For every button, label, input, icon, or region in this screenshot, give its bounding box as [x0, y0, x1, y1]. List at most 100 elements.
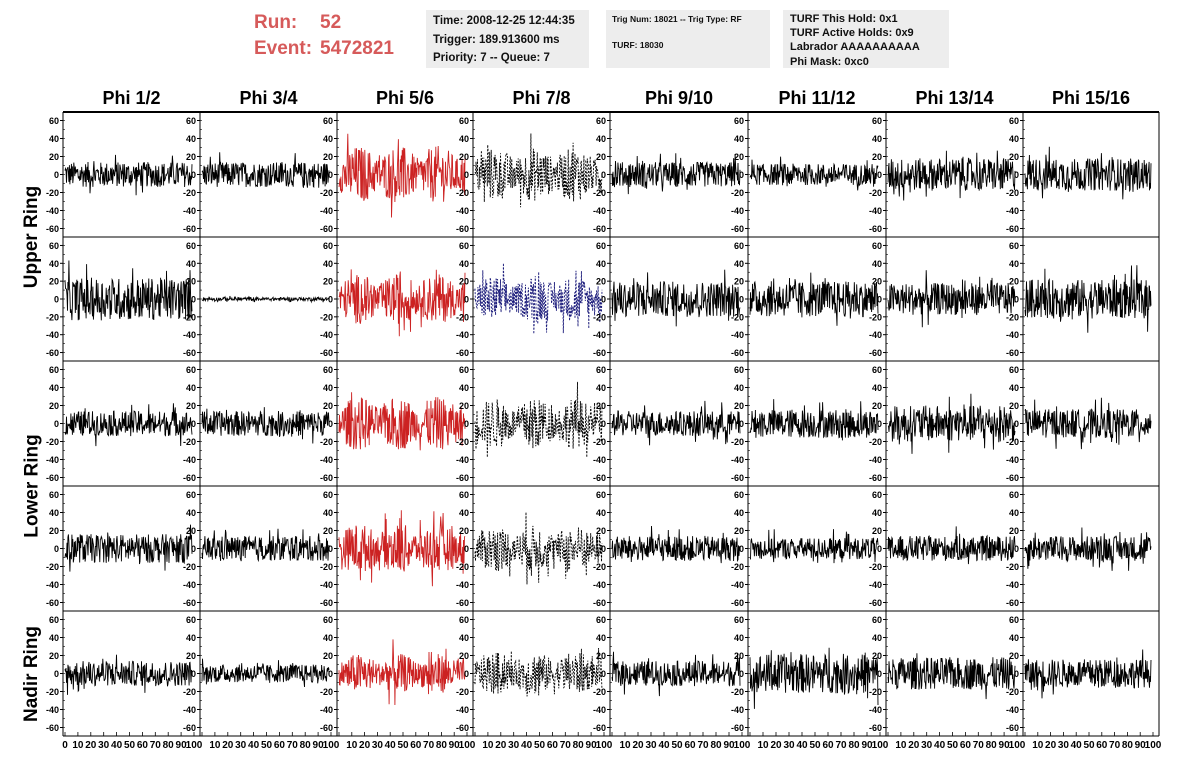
y-tick-label: 0: [191, 295, 196, 305]
waveform-trace: [1024, 265, 1152, 333]
y-tick-label: 0: [877, 295, 882, 305]
y-tick-label: -20: [183, 312, 196, 322]
waveform-trace: [64, 654, 193, 695]
y-tick-label: -60: [731, 473, 744, 483]
y-tick-label: -20: [320, 562, 333, 572]
waveform-trace: [474, 381, 603, 458]
x-tick-label: 80: [163, 740, 175, 751]
y-tick-label: 0: [328, 170, 333, 180]
y-tick-label: 0: [464, 544, 469, 554]
x-tick-label: 40: [521, 740, 533, 751]
y-tick-label: -20: [593, 687, 606, 697]
y-tick-label: -60: [183, 598, 196, 608]
y-tick-label: -40: [731, 330, 744, 340]
x-tick-label: 60: [547, 740, 559, 751]
y-tick-label: -20: [731, 562, 744, 572]
y-tick-label: -40: [46, 705, 59, 715]
y-tick-label: 40: [323, 134, 333, 144]
y-tick-label: 0: [328, 419, 333, 429]
y-tick-label: 20: [596, 526, 606, 536]
y-tick-label: 20: [1009, 152, 1019, 162]
y-tick-label: -40: [1006, 580, 1019, 590]
x-tick-label: 20: [632, 740, 644, 751]
y-tick-label: 60: [49, 615, 59, 625]
y-tick-label: -40: [456, 330, 469, 340]
y-tick-label: 20: [734, 152, 744, 162]
x-tick-label: 50: [809, 740, 821, 751]
y-tick-label: 60: [186, 241, 196, 251]
y-tick-label: -60: [320, 473, 333, 483]
y-tick-label: 20: [186, 152, 196, 162]
x-tick-label: 100: [1009, 740, 1026, 751]
x-tick-label: 100: [459, 740, 476, 751]
y-tick-label: -40: [1006, 206, 1019, 216]
y-tick-label: 60: [872, 116, 882, 126]
y-tick-label: -40: [183, 580, 196, 590]
y-tick-label: -40: [46, 580, 59, 590]
y-tick-label: 0: [191, 669, 196, 679]
y-tick-label: 20: [1009, 401, 1019, 411]
column-title: Phi 11/12: [778, 88, 855, 108]
y-tick-label: -60: [183, 473, 196, 483]
y-tick-label: 40: [596, 259, 606, 269]
x-tick-label: 80: [848, 740, 860, 751]
y-tick-label: 0: [191, 170, 196, 180]
waveform-trace: [201, 658, 330, 688]
waveform-trace: [338, 510, 466, 587]
y-tick-label: 40: [459, 259, 469, 269]
y-tick-label: -20: [46, 687, 59, 697]
x-tick-label: 80: [1122, 740, 1134, 751]
y-tick-label: 40: [186, 633, 196, 643]
y-tick-label: 60: [596, 615, 606, 625]
column-title: Phi 13/14: [915, 88, 993, 108]
y-tick-label: 60: [459, 116, 469, 126]
y-tick-label: -40: [183, 705, 196, 715]
y-tick-label: -60: [456, 348, 469, 358]
y-tick-label: -60: [869, 723, 882, 733]
y-tick-label: 0: [1014, 419, 1019, 429]
y-tick-label: 60: [734, 116, 744, 126]
y-tick-label: 0: [191, 544, 196, 554]
x-tick-label: 80: [300, 740, 312, 751]
waveform-trace: [201, 528, 330, 563]
y-tick-label: 40: [872, 383, 882, 393]
y-tick-label: 40: [734, 259, 744, 269]
waveform-trace: [338, 269, 466, 337]
y-tick-label: -40: [1006, 455, 1019, 465]
y-tick-label: -20: [320, 188, 333, 198]
y-tick-label: -60: [183, 224, 196, 234]
y-tick-label: 60: [596, 241, 606, 251]
x-tick-label: 50: [397, 740, 409, 751]
x-tick-label: 40: [385, 740, 397, 751]
y-tick-label: -40: [593, 580, 606, 590]
x-tick-label: 90: [586, 740, 598, 751]
y-tick-label: 0: [877, 669, 882, 679]
x-tick-label: 50: [261, 740, 273, 751]
y-tick-label: 40: [596, 134, 606, 144]
y-tick-label: 40: [1009, 134, 1019, 144]
y-tick-label: -60: [731, 723, 744, 733]
waveform-trace: [201, 295, 330, 304]
y-tick-label: 40: [186, 134, 196, 144]
y-tick-label: 40: [596, 383, 606, 393]
y-tick-label: 0: [328, 295, 333, 305]
y-tick-label: 40: [459, 383, 469, 393]
y-tick-label: -40: [46, 330, 59, 340]
trig-num-line: Trig Num: 18021 -- Trig Type: RF: [612, 14, 742, 24]
x-tick-label: 50: [534, 740, 546, 751]
x-tick-label: 10: [346, 740, 358, 751]
waveform-trace: [611, 525, 741, 564]
y-tick-label: 0: [601, 295, 606, 305]
x-tick-label: 10: [895, 740, 907, 751]
y-tick-label: 0: [54, 170, 59, 180]
x-tick-label: 30: [508, 740, 520, 751]
y-tick-label: 0: [601, 170, 606, 180]
y-tick-label: 60: [734, 365, 744, 375]
y-tick-label: -20: [593, 562, 606, 572]
y-tick-label: -20: [869, 312, 882, 322]
x-tick-label: 60: [684, 740, 696, 751]
time-line: Time: 2008-12-25 12:44:35: [433, 15, 575, 27]
y-tick-label: 20: [323, 152, 333, 162]
x-tick-label: 10: [757, 740, 769, 751]
y-tick-label: 20: [872, 401, 882, 411]
